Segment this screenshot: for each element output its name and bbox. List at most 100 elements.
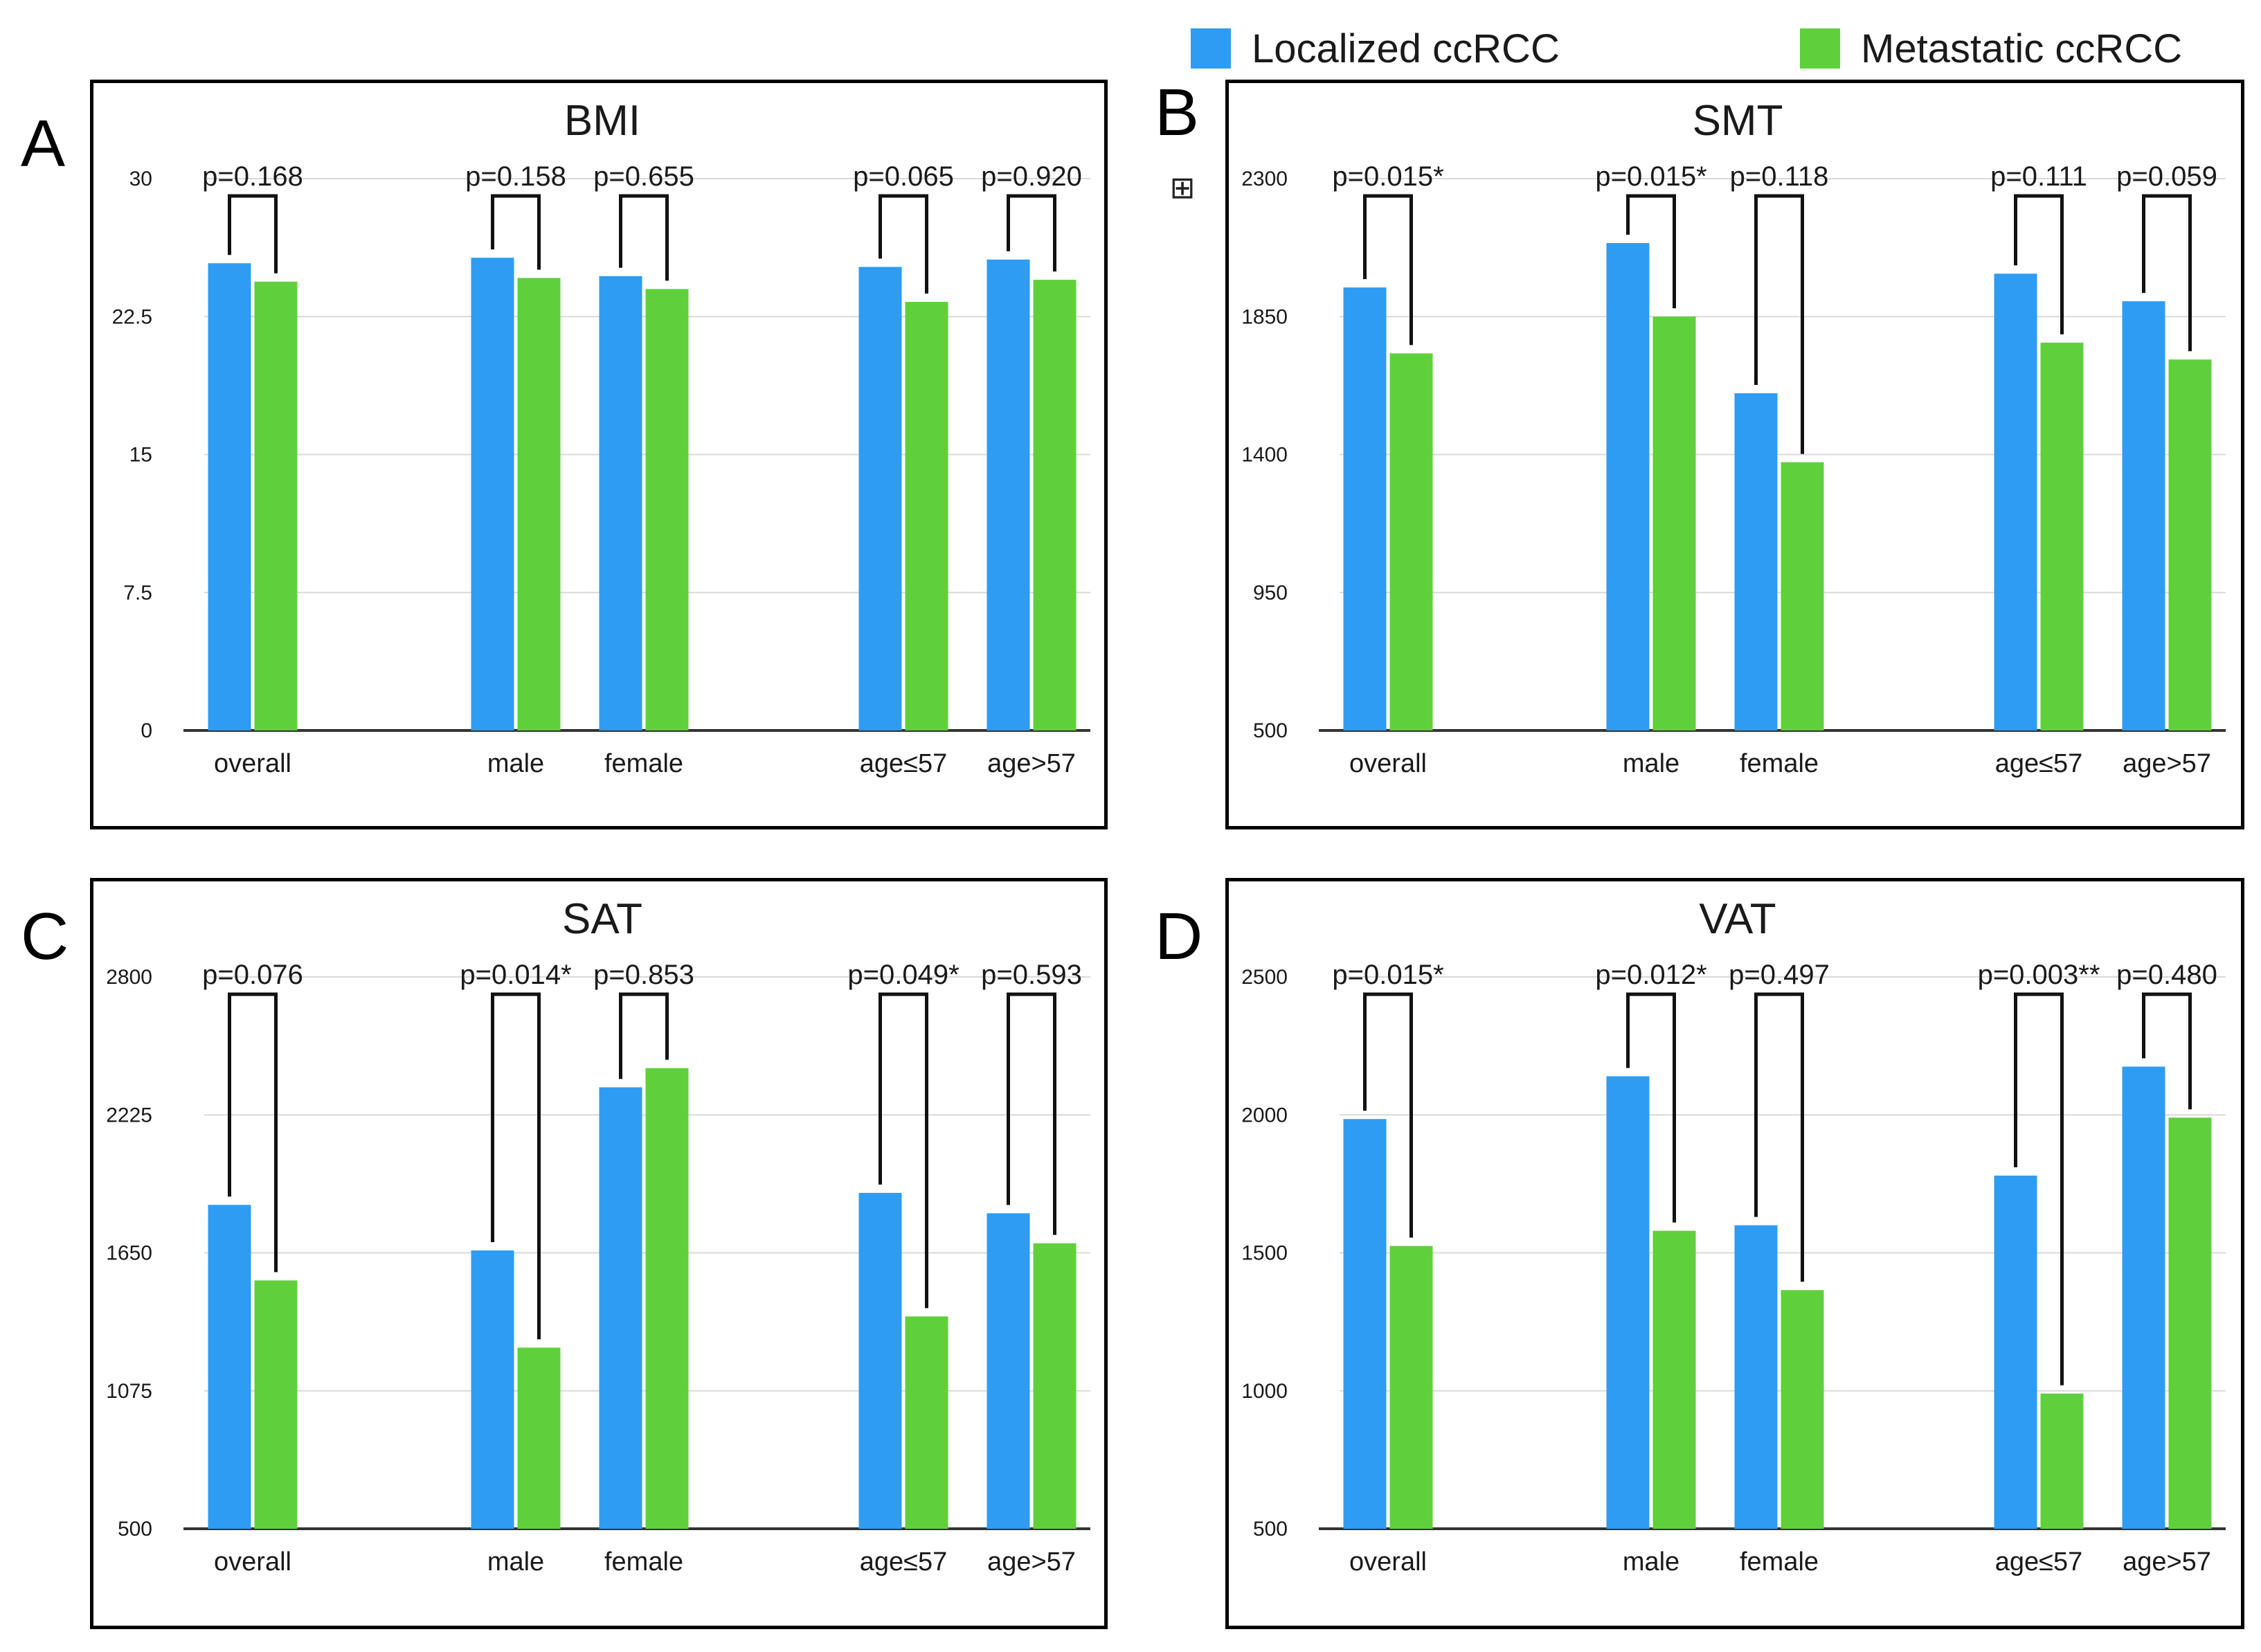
bar-metastatic-female — [1781, 462, 1824, 730]
x-category-label: age≤57 — [1995, 1547, 2083, 1577]
significance-bracket — [1007, 992, 1056, 1235]
x-category-label: age>57 — [987, 1547, 1076, 1577]
p-value-label: p=0.012* — [1595, 960, 1706, 990]
bar-metastatic-age-le-57 — [2040, 342, 2084, 730]
bar-localized-overall — [208, 263, 251, 730]
p-value-label: p=0.480 — [2116, 960, 2217, 990]
chart-panel-vat: VAT 500 1000 1500 2000 2500 p=0.015* overall p=0… — [1225, 878, 2244, 1629]
bar-localized-male — [471, 1250, 514, 1529]
y-tick-label: 7.5 — [123, 582, 152, 604]
y-tick-label: 0 — [141, 719, 152, 742]
x-category-label: female — [604, 1547, 683, 1577]
bar-metastatic-male — [1652, 1230, 1696, 1529]
p-value-label: p=0.118 — [1730, 161, 1829, 192]
significance-bracket — [1754, 992, 1804, 1282]
bar-metastatic-age-le-57 — [905, 301, 948, 730]
chart-title-bmi: BMI — [564, 97, 640, 145]
y-tick-label: 1850 — [1241, 305, 1288, 328]
y-tick-label: 2800 — [106, 966, 152, 989]
x-category-label: male — [487, 749, 544, 778]
bar-localized-age-gt-57 — [2122, 1066, 2165, 1529]
significance-bracket — [1007, 194, 1056, 272]
y-tick-label: 1500 — [1241, 1242, 1288, 1265]
chart-title-vat: VAT — [1699, 895, 1776, 943]
legend-swatch-metastatic — [1800, 28, 1840, 69]
chart-panel-bmi: BMI 0 7.5 15 22.5 30 p=0.168 overall p=0.158 male… — [90, 80, 1108, 829]
bar-metastatic-overall — [254, 281, 298, 731]
chart-panel-sat: SAT 500 1075 1650 2225 2800 p=0.076 overall p=0.… — [90, 878, 1108, 1629]
chart-smt: SMT 500 950 1400 1850 2300 p=0.015* overall p=0.… — [1241, 97, 2226, 778]
chart-title-smt: SMT — [1693, 97, 1783, 145]
significance-bracket — [879, 992, 928, 1309]
y-tick-label: 500 — [118, 1518, 152, 1541]
bar-metastatic-overall — [1389, 1246, 1433, 1529]
p-value-label: p=0.853 — [593, 960, 694, 990]
p-value-label: p=0.014* — [460, 960, 571, 990]
p-value-label: p=0.003** — [1978, 960, 2100, 990]
significance-bracket — [879, 194, 928, 294]
significance-bracket — [1626, 194, 1676, 309]
bar-localized-age-le-57 — [858, 267, 902, 730]
bar-metastatic-age-gt-57 — [2168, 1117, 2212, 1529]
p-value-label: p=0.015* — [1332, 960, 1443, 990]
y-tick-label: 2300 — [1241, 168, 1288, 190]
chart-bmi: BMI 0 7.5 15 22.5 30 p=0.168 overall p=0.158 male… — [112, 97, 1090, 778]
significance-bracket — [1626, 992, 1676, 1223]
bar-metastatic-age-gt-57 — [2168, 359, 2212, 730]
bar-metastatic-overall — [1389, 353, 1433, 731]
bar-localized-overall — [208, 1205, 251, 1529]
legend-swatch-localized — [1191, 28, 1231, 69]
bar-metastatic-age-le-57 — [905, 1316, 948, 1529]
x-category-label: overall — [1349, 1547, 1427, 1577]
y-tick-label: 30 — [129, 168, 152, 190]
x-category-label: female — [1740, 749, 1819, 778]
y-tick-label: 500 — [1253, 1518, 1288, 1541]
significance-bracket — [619, 992, 669, 1079]
significance-bracket — [491, 194, 541, 270]
significance-bracket — [228, 992, 278, 1273]
legend: Localized ccRCC Metastatic ccRCC — [1191, 21, 2229, 76]
bar-localized-age-gt-57 — [987, 1213, 1030, 1529]
p-value-label: p=0.593 — [981, 960, 1082, 990]
bar-metastatic-age-gt-57 — [1033, 280, 1077, 730]
bar-localized-male — [471, 258, 514, 730]
y-tick-label: 22.5 — [112, 305, 152, 328]
p-value-label: p=0.049* — [847, 960, 959, 990]
bar-localized-age-gt-57 — [987, 259, 1030, 730]
p-value-label: p=0.059 — [2116, 161, 2217, 192]
bar-metastatic-age-gt-57 — [1033, 1243, 1077, 1529]
legend-label-metastatic: Metastatic ccRCC — [1861, 26, 2183, 71]
bar-localized-age-le-57 — [858, 1192, 902, 1529]
chart-sat: SAT 500 1075 1650 2225 2800 p=0.076 overall p=0.… — [106, 895, 1090, 1577]
y-tick-label: 2500 — [1241, 966, 1288, 989]
p-value-label: p=0.655 — [593, 161, 694, 192]
legend-label-localized: Localized ccRCC — [1252, 26, 1560, 71]
bar-localized-overall — [1343, 287, 1387, 730]
bar-metastatic-female — [645, 289, 689, 730]
panel-letter-a: A — [21, 107, 66, 181]
x-category-label: female — [1740, 1547, 1819, 1577]
significance-bracket — [1363, 992, 1413, 1238]
panel-letter-b: B — [1155, 75, 1200, 150]
legend-item-metastatic: Metastatic ccRCC — [1800, 21, 2182, 76]
x-category-label: age≤57 — [1995, 749, 2083, 778]
y-tick-label: 2225 — [106, 1104, 152, 1126]
expand-icon[interactable]: ⊞ — [1169, 171, 1196, 205]
x-category-label: age≤57 — [860, 1547, 948, 1577]
y-tick-label: 1000 — [1241, 1380, 1288, 1403]
p-value-label: p=0.158 — [465, 161, 566, 192]
significance-bracket — [619, 194, 669, 281]
significance-bracket — [2142, 194, 2192, 352]
p-value-label: p=0.015* — [1332, 161, 1443, 192]
legend-item-localized: Localized ccRCC — [1191, 21, 1560, 76]
bar-metastatic-female — [645, 1068, 689, 1529]
bar-localized-overall — [1343, 1119, 1387, 1529]
bar-metastatic-female — [1781, 1290, 1824, 1529]
significance-bracket — [491, 992, 541, 1340]
y-tick-label: 1650 — [106, 1242, 152, 1265]
y-tick-label: 950 — [1253, 582, 1288, 604]
x-category-label: male — [487, 1547, 544, 1577]
p-value-label: p=0.076 — [202, 960, 303, 990]
x-category-label: male — [1623, 749, 1679, 778]
bar-localized-age-le-57 — [1994, 1175, 2037, 1529]
